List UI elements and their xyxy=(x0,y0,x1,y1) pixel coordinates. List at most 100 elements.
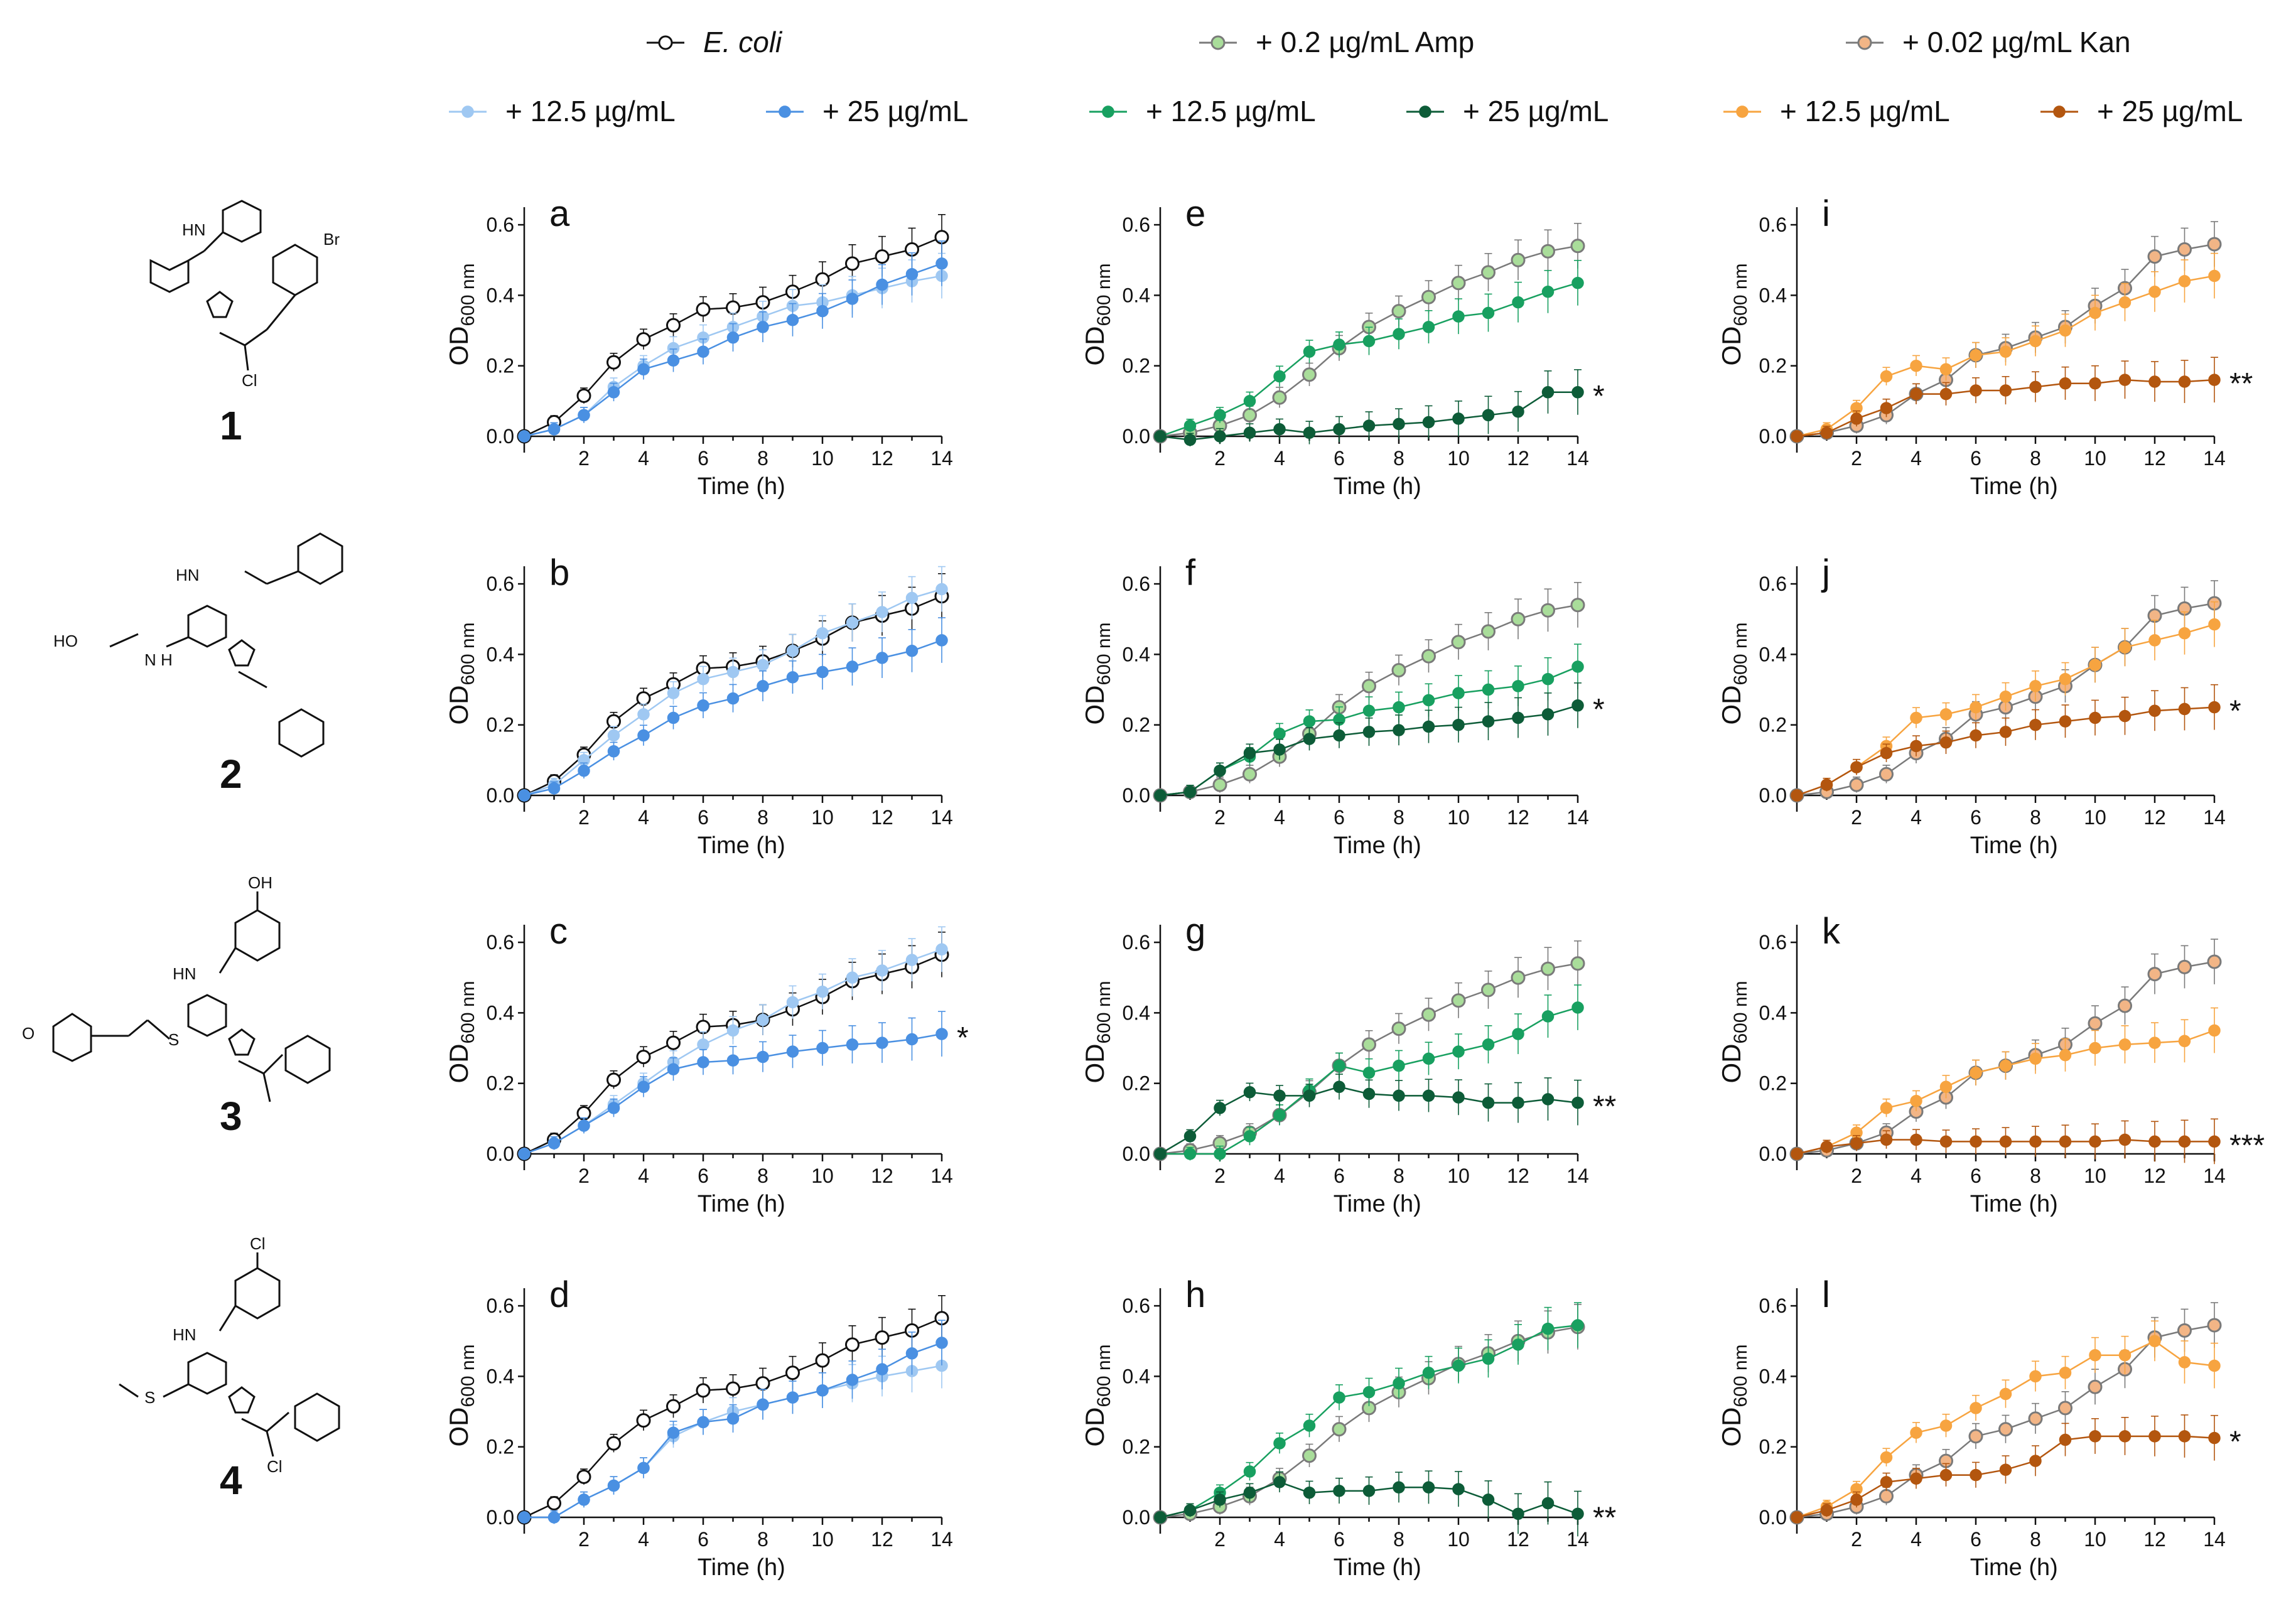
x-tick-label: 10 xyxy=(2084,447,2106,470)
data-point-o2 xyxy=(2089,377,2101,390)
compound-3-o: O xyxy=(22,1024,35,1043)
data-point-g2 xyxy=(1512,1507,1524,1520)
x-tick-label: 4 xyxy=(1274,806,1285,829)
y-tick-label: 0.2 xyxy=(487,1072,514,1095)
data-point-g1 xyxy=(1541,1010,1555,1023)
data-point-o2 xyxy=(2029,718,2042,731)
data-point-o1 xyxy=(2089,659,2101,671)
y-tick-label: 0.2 xyxy=(487,355,514,377)
data-point-o2 xyxy=(1820,778,1833,791)
data-point-b2 xyxy=(578,409,590,422)
x-tick-label: 8 xyxy=(2030,1528,2041,1551)
data-point-amp xyxy=(1481,982,1496,998)
data-point-ecoli xyxy=(636,1413,651,1428)
data-point-ecoli xyxy=(606,714,621,729)
data-point-o1 xyxy=(1999,691,2012,703)
legend-marker-b1 xyxy=(461,105,474,118)
y-axis-title: OD600 nm xyxy=(1080,622,1114,724)
data-point-g2 xyxy=(1482,1493,1495,1506)
compound-structures: HN Br Cl 1 HN HO N H 2 xyxy=(22,200,343,1503)
data-point-g2 xyxy=(1154,430,1167,443)
data-point-g1 xyxy=(1422,1367,1435,1379)
data-point-g2 xyxy=(1362,1087,1376,1100)
data-point-g2 xyxy=(1482,1096,1495,1109)
x-tick-label: 8 xyxy=(757,1165,768,1187)
x-tick-label: 2 xyxy=(1851,1165,1862,1187)
data-point-g2 xyxy=(1273,1476,1286,1488)
x-axis-title: Time (h) xyxy=(698,473,785,500)
x-tick-label: 4 xyxy=(638,806,649,829)
data-point-o2 xyxy=(2118,1133,2132,1146)
y-tick-label: 0.6 xyxy=(1759,931,1787,954)
data-point-b1 xyxy=(846,616,859,629)
legend-marker-kan xyxy=(1857,35,1872,50)
y-tick-label: 0.4 xyxy=(1123,1001,1150,1024)
data-point-b2 xyxy=(607,386,620,399)
panel-letter: d xyxy=(549,1274,569,1315)
data-point-g1 xyxy=(1452,1045,1465,1058)
x-tick-label: 6 xyxy=(1970,1528,1981,1551)
data-point-amp xyxy=(1541,961,1555,976)
x-tick-label: 4 xyxy=(638,447,649,470)
data-point-b2 xyxy=(757,680,769,692)
data-point-g1 xyxy=(1243,1130,1256,1143)
x-axis-title: Time (h) xyxy=(698,832,785,859)
data-point-o2 xyxy=(1939,387,1953,401)
compound-1-structure: HN Br Cl 1 xyxy=(149,200,340,448)
data-point-g1 xyxy=(1333,1059,1345,1072)
data-point-amp xyxy=(1511,970,1526,985)
data-point-ecoli xyxy=(547,1496,561,1511)
data-point-ecoli xyxy=(875,249,890,264)
data-point-b2 xyxy=(846,293,859,305)
data-point-g2 xyxy=(1214,1102,1226,1114)
significance-marker: ** xyxy=(1593,1090,1616,1124)
data-point-b2 xyxy=(697,699,709,712)
data-point-b2 xyxy=(876,1036,888,1049)
data-point-o1 xyxy=(2118,1038,2132,1051)
data-point-g2 xyxy=(1273,1089,1286,1102)
data-point-amp xyxy=(1451,276,1466,291)
y-axis-title: OD600 nm xyxy=(1080,263,1114,365)
x-tick-label: 14 xyxy=(2203,1165,2226,1187)
data-point-b2 xyxy=(726,692,740,705)
data-point-b2 xyxy=(547,1511,561,1524)
data-point-g2 xyxy=(1333,1485,1345,1497)
data-point-o2 xyxy=(2178,1135,2191,1148)
data-point-b1 xyxy=(816,985,829,998)
x-tick-label: 4 xyxy=(1274,1528,1285,1551)
data-point-o2 xyxy=(2059,1135,2072,1148)
x-tick-label: 2 xyxy=(578,1528,590,1551)
data-point-amp xyxy=(1362,679,1376,694)
x-tick-label: 14 xyxy=(930,1528,953,1551)
data-point-g2 xyxy=(1273,423,1286,436)
data-point-o2 xyxy=(2089,1135,2101,1148)
data-point-g2 xyxy=(1422,416,1435,429)
y-tick-label: 0.2 xyxy=(1759,1072,1787,1095)
data-point-o1 xyxy=(2148,1335,2161,1347)
x-tick-label: 6 xyxy=(1334,806,1345,829)
compound-2-number: 2 xyxy=(220,751,242,797)
compound-2-ho: HO xyxy=(53,632,78,650)
data-point-o2 xyxy=(2029,1455,2042,1467)
data-point-g2 xyxy=(1452,1091,1465,1104)
data-point-o1 xyxy=(1970,701,1982,714)
data-point-g2 xyxy=(1243,746,1256,760)
data-point-ecoli xyxy=(666,1035,681,1050)
data-point-b2 xyxy=(726,1054,740,1067)
data-point-b2 xyxy=(578,1493,590,1506)
data-point-kan xyxy=(2028,1411,2043,1426)
x-tick-label: 10 xyxy=(1447,806,1470,829)
legend-label-b1: + 12.5 µg/mL xyxy=(505,95,676,127)
data-point-o2 xyxy=(2208,1431,2221,1445)
x-tick-label: 8 xyxy=(2030,1165,2041,1187)
data-point-g1 xyxy=(1422,321,1435,333)
x-axis-title: Time (h) xyxy=(1334,832,1421,859)
data-point-g1 xyxy=(1273,1437,1286,1450)
data-point-o1 xyxy=(1999,1059,2012,1072)
data-point-b2 xyxy=(816,665,829,679)
panel-letter: c xyxy=(549,911,568,952)
x-tick-label: 8 xyxy=(1393,447,1404,470)
x-tick-label: 8 xyxy=(757,447,768,470)
data-point-o2 xyxy=(2118,709,2132,723)
data-point-amp xyxy=(1302,367,1317,382)
